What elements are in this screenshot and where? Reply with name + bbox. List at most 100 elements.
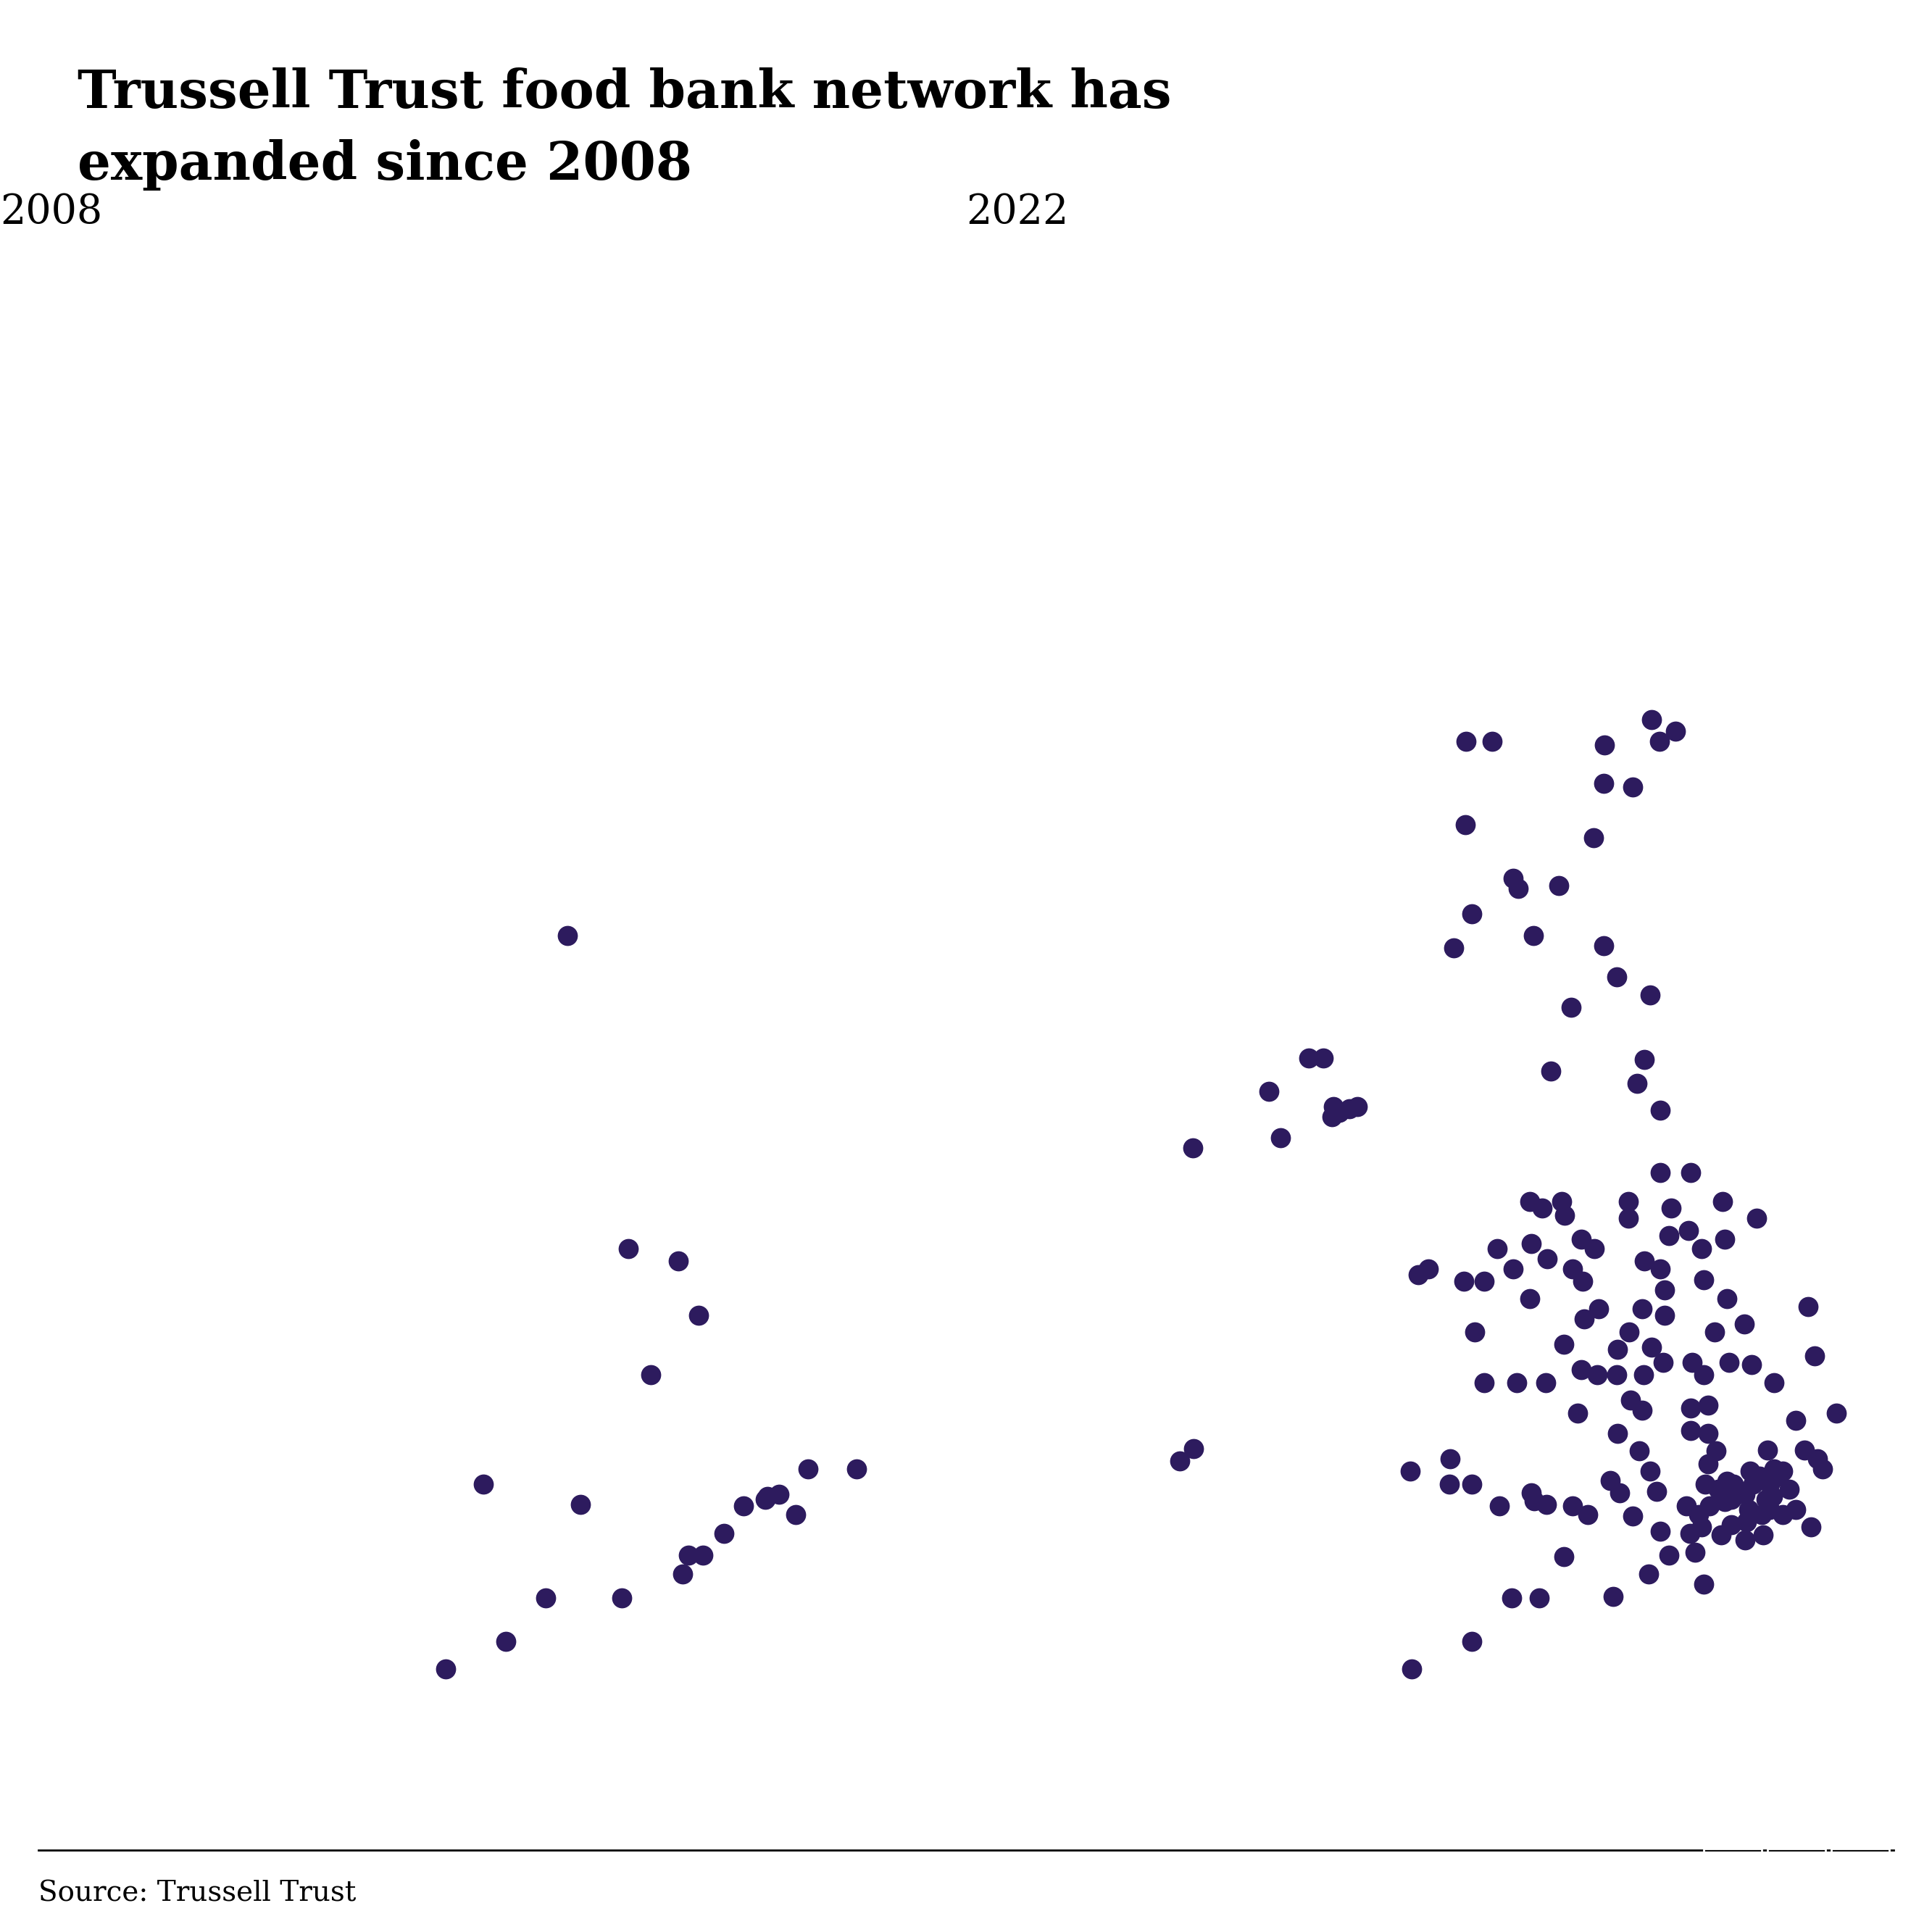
Point — [1497, 864, 1528, 895]
Point — [750, 1484, 781, 1515]
Point — [1644, 1254, 1675, 1285]
Point — [1308, 1043, 1339, 1074]
Point — [1803, 1443, 1833, 1474]
Point — [1395, 1457, 1426, 1488]
Point — [1565, 1354, 1596, 1385]
Point — [1793, 1291, 1824, 1321]
Point — [607, 1582, 638, 1613]
Point — [840, 1453, 871, 1484]
Point — [1557, 1490, 1588, 1520]
Point — [752, 1482, 782, 1513]
Point — [1602, 1360, 1633, 1391]
Point — [1449, 1265, 1480, 1296]
Point — [1165, 1445, 1196, 1476]
Point — [1634, 1457, 1665, 1488]
Point — [1604, 1478, 1634, 1509]
Point — [1179, 1434, 1209, 1464]
Point — [1640, 1476, 1671, 1507]
Point — [1710, 1486, 1741, 1517]
Point — [1333, 1094, 1364, 1124]
Point — [1548, 1542, 1578, 1573]
Point — [1557, 1254, 1588, 1285]
Point — [728, 1490, 759, 1520]
Point — [688, 1540, 719, 1571]
Point — [1457, 1625, 1488, 1656]
Point — [1515, 1283, 1546, 1314]
Point — [1644, 1095, 1675, 1126]
Point — [1675, 1393, 1706, 1424]
Point — [1555, 991, 1586, 1022]
Point — [1482, 1233, 1513, 1264]
Point — [1708, 1186, 1739, 1217]
Point — [1519, 1486, 1549, 1517]
Point — [1449, 810, 1480, 840]
Point — [1754, 1468, 1785, 1499]
Point — [1687, 1511, 1718, 1542]
Point — [1822, 1397, 1853, 1428]
Point — [1495, 1582, 1526, 1613]
Point — [1690, 1468, 1721, 1499]
Point — [1627, 1395, 1658, 1426]
Point — [1654, 1221, 1685, 1252]
Point — [781, 1499, 811, 1530]
Point — [1789, 1434, 1820, 1464]
Point — [1468, 1368, 1499, 1399]
Point — [1689, 1569, 1719, 1600]
Point — [1588, 929, 1619, 960]
Point — [1588, 767, 1619, 798]
Point — [1692, 1449, 1723, 1480]
Point — [1343, 1092, 1374, 1122]
Point — [1578, 823, 1609, 854]
Point — [1731, 1507, 1762, 1538]
Point — [1627, 1294, 1658, 1325]
Point — [1544, 869, 1575, 900]
Text: 2008: 2008 — [0, 191, 102, 232]
Point — [1636, 1331, 1667, 1362]
Point — [1582, 1360, 1613, 1391]
Point — [1524, 1582, 1555, 1613]
Point — [1323, 1097, 1354, 1128]
Point — [1503, 873, 1534, 904]
Point — [1733, 1493, 1764, 1524]
Point — [1687, 1233, 1718, 1264]
Point — [1692, 1418, 1723, 1449]
Point — [1501, 1368, 1532, 1399]
Point — [564, 1490, 595, 1520]
Point — [1636, 705, 1667, 736]
Point — [1403, 1260, 1434, 1291]
Point — [1710, 1482, 1741, 1513]
Point — [1795, 1511, 1826, 1542]
Point — [468, 1468, 498, 1499]
Point — [1434, 1468, 1464, 1499]
Point — [1468, 1265, 1499, 1296]
Point — [1729, 1524, 1760, 1555]
Point — [1650, 1300, 1681, 1331]
Point — [1602, 1335, 1633, 1366]
Point — [1615, 1385, 1646, 1416]
Point — [1706, 1519, 1737, 1549]
Point — [1768, 1499, 1799, 1530]
Point — [1779, 1493, 1810, 1524]
Point — [1689, 1360, 1719, 1391]
Point — [1435, 1443, 1466, 1474]
Point — [1254, 1076, 1285, 1107]
Point — [1671, 1490, 1702, 1520]
Point — [1629, 1043, 1660, 1074]
Point — [1718, 1468, 1748, 1499]
Point — [1633, 1559, 1663, 1590]
Point — [1515, 1186, 1546, 1217]
Point — [1675, 1416, 1706, 1447]
Point — [1613, 1202, 1644, 1233]
Point — [1737, 1349, 1768, 1379]
Point — [1648, 1347, 1679, 1378]
Point — [1265, 1122, 1296, 1153]
Point — [1318, 1092, 1349, 1122]
Point — [1613, 1186, 1644, 1217]
Point — [1548, 1329, 1578, 1360]
Text: expanded since 2008: expanded since 2008 — [77, 139, 692, 191]
Point — [1656, 1192, 1687, 1223]
Point — [1679, 1538, 1710, 1569]
Point — [1660, 715, 1690, 746]
Point — [1694, 1490, 1725, 1520]
Point — [1683, 1499, 1714, 1530]
